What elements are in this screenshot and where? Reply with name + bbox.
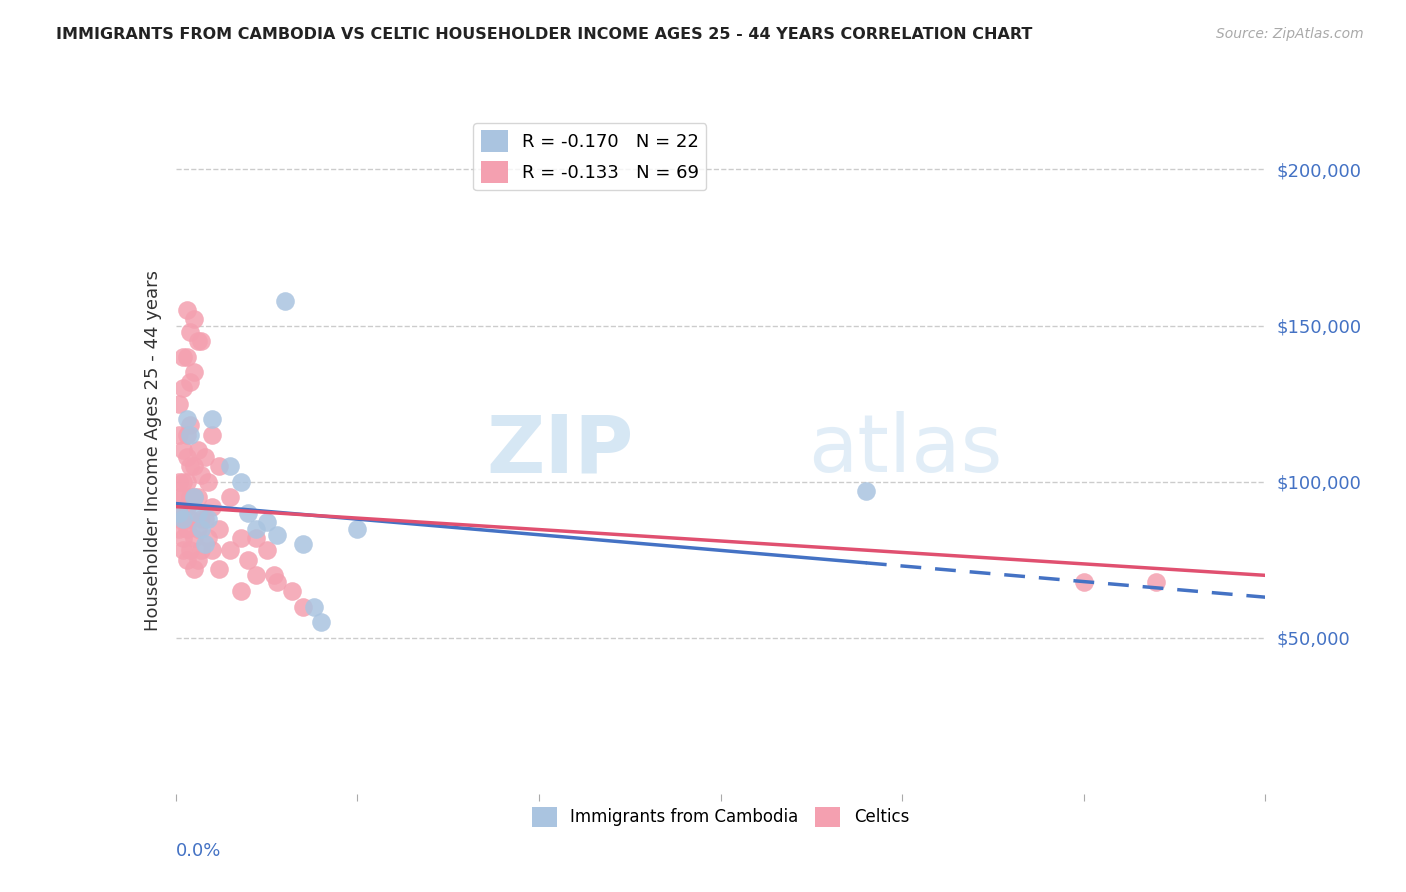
Point: [190, 512, 212, 526]
Point: [172, 490, 194, 504]
Point: [190, 334, 212, 348]
Point: [231, 583, 253, 598]
Point: [176, 303, 198, 318]
Point: [231, 475, 253, 489]
Point: [197, 512, 219, 526]
Point: [238, 506, 260, 520]
Point: [256, 515, 278, 529]
Point: [183, 562, 205, 576]
Point: [190, 468, 212, 483]
Point: [169, 512, 191, 526]
Point: [186, 506, 209, 520]
Point: [201, 500, 224, 514]
Text: ZIP: ZIP: [486, 411, 633, 490]
Point: [219, 543, 242, 558]
Point: [201, 427, 224, 442]
Point: [186, 521, 209, 535]
Point: [855, 483, 877, 498]
Point: [169, 506, 191, 520]
Point: [179, 458, 201, 473]
Point: [176, 521, 198, 535]
Text: IMMIGRANTS FROM CAMBODIA VS CELTIC HOUSEHOLDER INCOME AGES 25 - 44 YEARS CORRELA: IMMIGRANTS FROM CAMBODIA VS CELTIC HOUSE…: [56, 27, 1032, 42]
Point: [169, 475, 191, 489]
Point: [194, 512, 217, 526]
Point: [169, 427, 191, 442]
Point: [183, 366, 205, 380]
Point: [1073, 574, 1095, 589]
Point: [172, 443, 194, 458]
Text: atlas: atlas: [807, 411, 1002, 490]
Point: [179, 543, 201, 558]
Point: [194, 450, 217, 464]
Point: [169, 521, 191, 535]
Point: [302, 599, 325, 614]
Point: [186, 334, 209, 348]
Point: [186, 443, 209, 458]
Point: [186, 552, 209, 567]
Point: [208, 521, 231, 535]
Point: [281, 583, 304, 598]
Point: [179, 375, 201, 389]
Point: [183, 312, 205, 326]
Point: [176, 450, 198, 464]
Point: [172, 512, 194, 526]
Point: [266, 574, 288, 589]
Point: [219, 458, 242, 473]
Point: [179, 427, 201, 442]
Point: [179, 490, 201, 504]
Point: [183, 490, 205, 504]
Point: [169, 506, 191, 520]
Point: [256, 543, 278, 558]
Point: [179, 325, 201, 339]
Legend: Immigrants from Cambodia, Celtics: Immigrants from Cambodia, Celtics: [526, 800, 915, 834]
Point: [172, 475, 194, 489]
Point: [291, 537, 314, 551]
Point: [309, 615, 332, 630]
Point: [172, 512, 194, 526]
Point: [238, 552, 260, 567]
Point: [263, 568, 285, 582]
Point: [190, 543, 212, 558]
Point: [172, 543, 194, 558]
Point: [197, 475, 219, 489]
Point: [183, 458, 205, 473]
Point: [201, 412, 224, 426]
Point: [169, 396, 191, 410]
Point: [176, 350, 198, 364]
Point: [176, 500, 198, 514]
Point: [172, 350, 194, 364]
Point: [231, 531, 253, 545]
Point: [172, 381, 194, 395]
Point: [190, 521, 212, 535]
Point: [208, 458, 231, 473]
Point: [245, 521, 267, 535]
Point: [266, 527, 288, 541]
Point: [179, 512, 201, 526]
Point: [291, 599, 314, 614]
Point: [274, 293, 297, 308]
Y-axis label: Householder Income Ages 25 - 44 years: Householder Income Ages 25 - 44 years: [143, 270, 162, 631]
Text: 0.0%: 0.0%: [176, 842, 221, 860]
Point: [176, 475, 198, 489]
Point: [219, 490, 242, 504]
Point: [197, 531, 219, 545]
Point: [179, 418, 201, 433]
Point: [245, 531, 267, 545]
Point: [176, 412, 198, 426]
Point: [183, 490, 205, 504]
Point: [194, 537, 217, 551]
Point: [169, 490, 191, 504]
Point: [245, 568, 267, 582]
Point: [176, 427, 198, 442]
Point: [183, 531, 205, 545]
Text: Source: ZipAtlas.com: Source: ZipAtlas.com: [1216, 27, 1364, 41]
Point: [1146, 574, 1168, 589]
Point: [172, 531, 194, 545]
Point: [176, 552, 198, 567]
Point: [186, 490, 209, 504]
Point: [346, 521, 368, 535]
Point: [201, 543, 224, 558]
Point: [208, 562, 231, 576]
